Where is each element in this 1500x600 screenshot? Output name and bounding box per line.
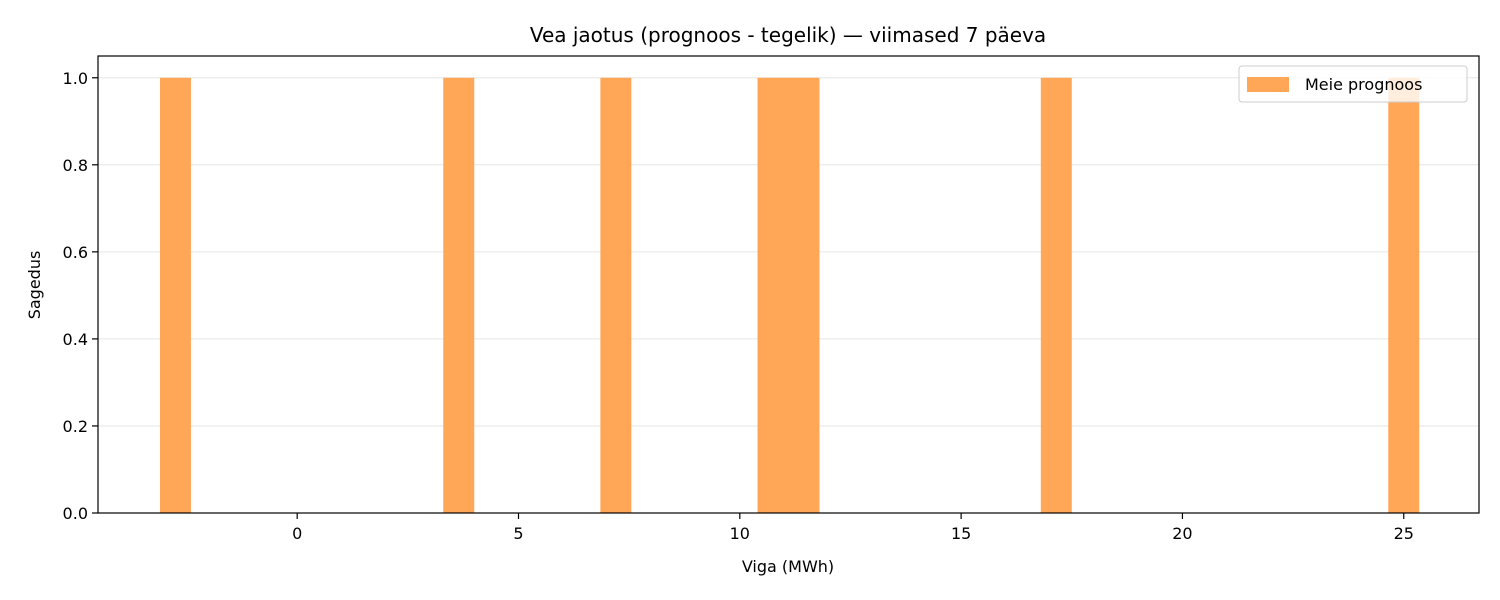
chart-title: Vea jaotus (prognoos - tegelik) — viimas… — [530, 23, 1046, 47]
y-tick-label-5: 1.0 — [63, 69, 88, 88]
histogram-bar-0 — [159, 77, 191, 513]
histogram-bar-6 — [1388, 77, 1420, 513]
y-axis-title: Sagedus — [25, 251, 44, 320]
y-tick-label-2: 0.4 — [63, 330, 88, 349]
legend-swatch — [1247, 77, 1289, 92]
legend-label: Meie prognoos — [1305, 75, 1422, 94]
y-tick-label-3: 0.6 — [63, 243, 88, 262]
y-tick-label-0: 0.0 — [63, 504, 88, 523]
legend: Meie prognoos — [1238, 65, 1468, 103]
y-axis-ticks: 0.0 0.2 0.4 0.6 0.8 1.0 — [63, 69, 98, 523]
histogram-bar-2 — [600, 77, 632, 513]
x-tick-label-0: 0 — [292, 524, 302, 543]
plot-frame — [97, 55, 1480, 514]
histogram-bar-4 — [788, 77, 820, 513]
x-tick-label-2: 10 — [730, 524, 750, 543]
histogram-bar-1 — [443, 77, 475, 513]
legend-box — [1238, 65, 1468, 103]
x-axis-ticks: 0 5 10 15 20 25 — [292, 513, 1414, 543]
histogram-bar-3 — [757, 77, 789, 513]
x-tick-label-4: 20 — [1172, 524, 1192, 543]
bars — [159, 77, 1420, 513]
x-tick-label-1: 5 — [513, 524, 523, 543]
y-tick-label-4: 0.8 — [63, 156, 88, 175]
x-axis-title: Viga (MWh) — [742, 557, 834, 576]
x-tick-label-3: 15 — [951, 524, 971, 543]
histogram-bar-5 — [1040, 77, 1072, 513]
x-tick-label-5: 25 — [1394, 524, 1414, 543]
y-tick-label-1: 0.2 — [63, 417, 88, 436]
